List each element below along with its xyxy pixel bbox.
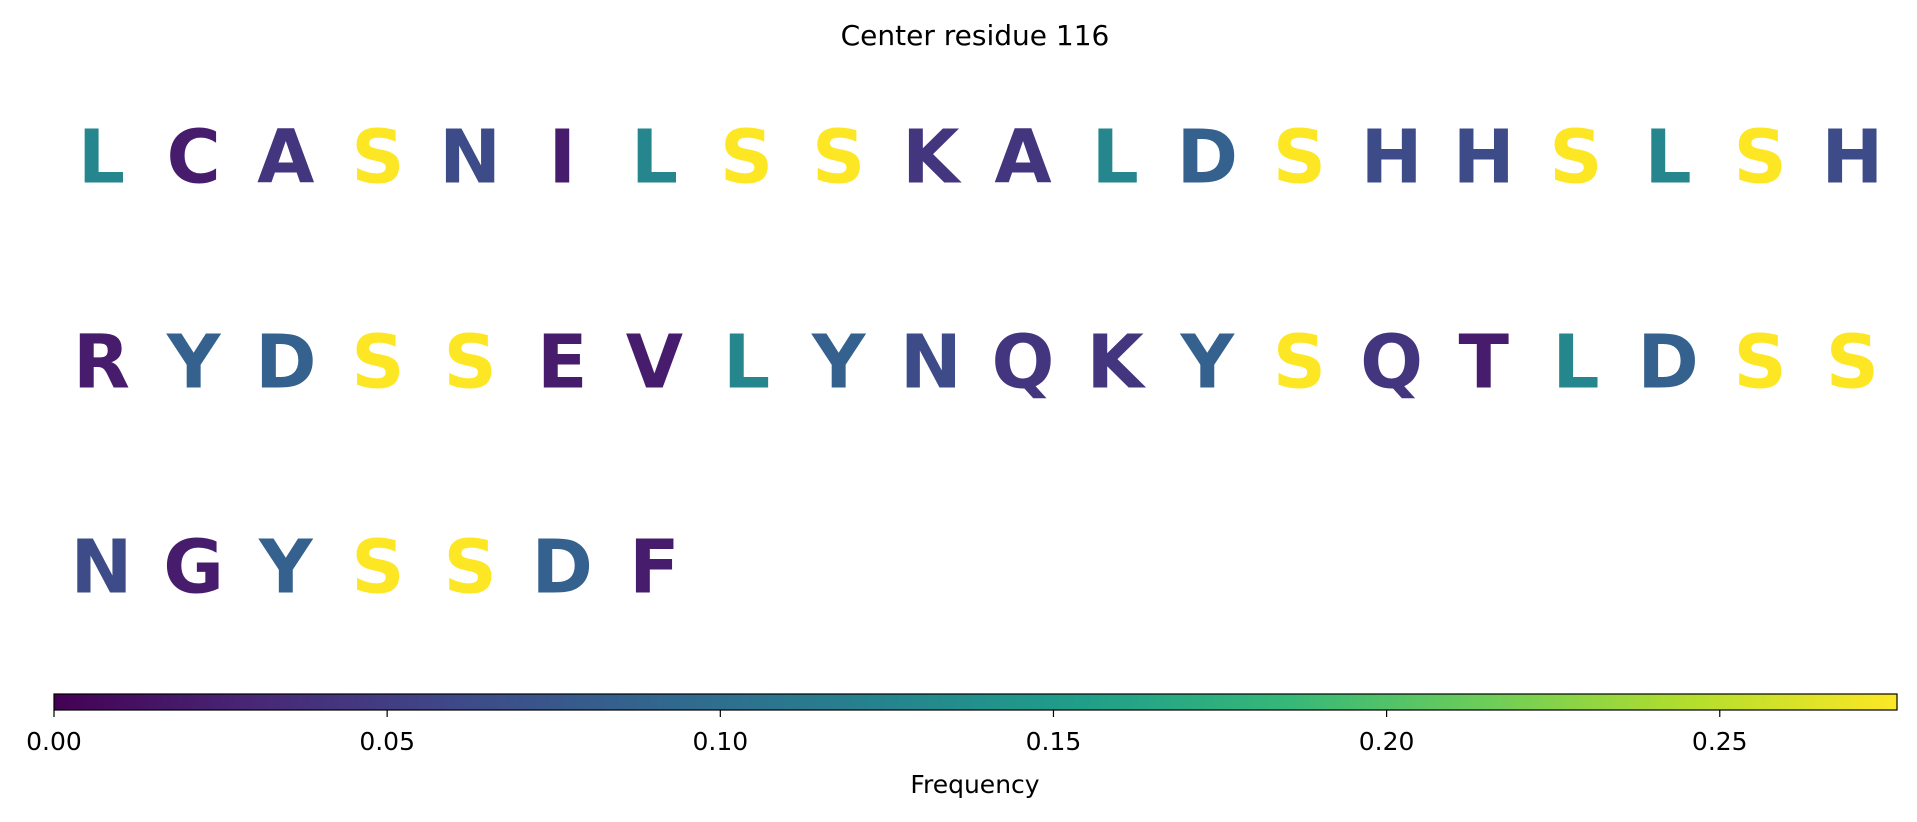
residue: K [902,115,962,201]
residue: F [629,525,680,611]
residue: I [548,115,576,201]
x-tick-label: 0.10 [692,727,748,756]
residue: S [1826,320,1879,406]
residue: N [900,320,962,406]
residue: S [1549,115,1602,201]
residue: L [1092,115,1139,201]
colorbar [53,693,1898,711]
residue: S [720,115,773,201]
residue: H [1821,115,1883,201]
residue: K [1086,320,1146,406]
residue: V [626,320,683,406]
residue: A [257,115,314,201]
residue: S [1273,320,1326,406]
residue: C [166,115,220,201]
residue: E [537,320,588,406]
residue: Y [258,525,314,611]
chart-title: Center residue 116 [841,19,1110,52]
residue: S [812,115,865,201]
x-tick-label: 0.20 [1359,727,1415,756]
residue: N [439,115,501,201]
x-tick-label: 0.25 [1692,727,1748,756]
residue: Q [992,320,1055,406]
residue: S [1734,115,1787,201]
residue: D [532,525,593,611]
x-tick-label: 0.00 [26,727,82,756]
residue: Y [166,320,222,406]
residue: N [71,525,133,611]
residue: H [1361,115,1423,201]
residue: S [443,525,496,611]
residue: L [723,320,770,406]
x-tick-label: 0.15 [1026,727,1082,756]
residue: L [631,115,678,201]
residue: H [1453,115,1515,201]
residue: Q [1360,320,1423,406]
residue: S [351,115,404,201]
residue: S [1273,115,1326,201]
residue: Y [811,320,867,406]
residue: R [73,320,130,406]
residue: T [1459,320,1510,406]
residue: G [163,525,224,611]
x-tick-label: 0.05 [359,727,415,756]
residue: L [78,115,125,201]
residue: S [351,525,404,611]
residue: D [255,320,316,406]
residue: S [351,320,404,406]
residue: S [1734,320,1787,406]
residue: L [1552,320,1599,406]
residue: D [1637,320,1698,406]
residue: Y [1180,320,1236,406]
residue: A [994,115,1051,201]
residue: L [1644,115,1691,201]
colorbar-label: Frequency [910,770,1039,799]
residue: S [443,320,496,406]
residue: D [1177,115,1238,201]
